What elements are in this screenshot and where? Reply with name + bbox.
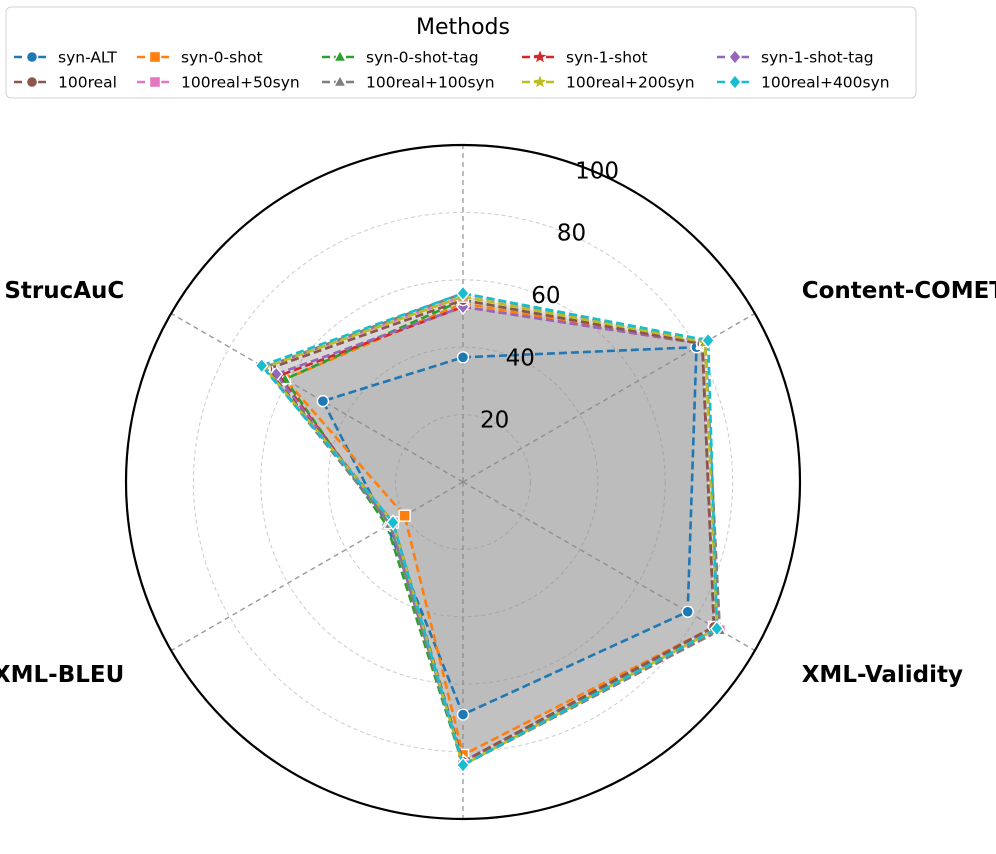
legend-label-100real-100syn: 100real+100syn: [366, 74, 495, 92]
tick-labels: 20 40 60 80 100: [480, 158, 619, 433]
legend-marker-syn-1-shot-tag: [728, 48, 742, 66]
legend-label-syn-alt: syn-ALT: [58, 49, 117, 67]
series-100real-400syn: [254, 285, 724, 774]
legend-marker-100real-200syn: [533, 75, 547, 88]
point-100real-400syn-content-comet: [701, 332, 716, 349]
legend-entry-100real-100syn: 100real+100syn: [322, 74, 495, 92]
point-100real-400syn-strucauc: [254, 357, 269, 374]
legend-label-syn-1-shot-tag: syn-1-shot-tag: [761, 49, 874, 67]
tick-label-40: 40: [506, 345, 535, 371]
legend-title: Methods: [416, 15, 510, 40]
axis-label-xml-bleu: XML-BLEU: [0, 662, 124, 688]
tick-label-20: 20: [480, 408, 509, 434]
area-100real-400syn: [261, 293, 717, 766]
legend-marker-syn-0-shot-tag: [332, 48, 348, 63]
legend-marker-100real-50syn: [148, 75, 162, 89]
area-syn-alt: [322, 347, 697, 715]
legend-entry-syn-1-shot: syn-1-shot: [522, 49, 648, 67]
legend-label-syn-0-shot: syn-0-shot: [181, 49, 263, 67]
legend-label-100real-200syn: 100real+200syn: [566, 74, 695, 92]
area-syn-1-shot-tag: [276, 306, 714, 762]
tick-label-80: 80: [557, 221, 586, 247]
legend-marker-syn-1-shot: [533, 50, 547, 63]
spoke-strucauc: [170, 312, 464, 483]
point-syn-alt-strucauc: [316, 394, 330, 408]
legend-entry-syn-1-shot-tag: syn-1-shot-tag: [717, 49, 874, 67]
area-syn-1-shot: [279, 306, 714, 762]
legend-entry-syn-alt: syn-ALT: [14, 49, 117, 67]
area-100real-100syn: [264, 293, 720, 766]
grid-ring-40: [327, 346, 599, 618]
point-syn-alt-xml-match: [456, 708, 470, 721]
area-syn-0-shot: [285, 303, 714, 755]
point-syn-alt-xml-validity: [681, 605, 694, 618]
legend-marker-100real: [25, 75, 39, 89]
legend-entry-100real-200syn: 100real+200syn: [522, 74, 695, 92]
legend-box: [5, 6, 917, 99]
point-syn-0-shot-xml-bleu: [398, 509, 411, 522]
legend-marker-100real-100syn: [332, 73, 348, 88]
legend-label-100real: 100real: [58, 74, 117, 92]
legend-marker-100real-400syn: [728, 73, 742, 91]
area-100real: [267, 300, 714, 762]
point-100real-400syn-xml-validity: [709, 620, 724, 637]
area-100real-50syn: [264, 296, 720, 766]
legend-marker-syn-alt: [25, 50, 39, 64]
legend-label-100real-50syn: 100real+50syn: [181, 74, 300, 92]
series-layer: [254, 285, 728, 774]
point-100real-400syn-xml-bleu: [385, 514, 400, 531]
spoke-xml-validity: [462, 481, 756, 652]
legend-entry-100real: 100real: [14, 74, 117, 92]
area-syn-0-shot-tag: [285, 300, 714, 766]
legend-marker-syn-0-shot: [148, 50, 162, 64]
point-100real-400syn-xml-match: [456, 756, 470, 774]
legend-entry-100real-50syn: 100real+50syn: [137, 74, 300, 92]
legend-entry-syn-0-shot: syn-0-shot: [137, 49, 263, 67]
area-layer: [261, 293, 720, 766]
legend-label-syn-1-shot: syn-1-shot: [566, 49, 648, 67]
outer-circle: [124, 143, 802, 821]
tick-label-100: 100: [575, 158, 619, 184]
spoke-xml-bleu: [170, 481, 464, 652]
axis-label-xml-validity: XML-Validity: [802, 662, 963, 688]
legend-entry-100real-400syn: 100real+400syn: [717, 74, 890, 92]
legend-label-syn-0-shot-tag: syn-0-shot-tag: [366, 49, 479, 67]
axis-label-strucauc: StrucAuC: [4, 278, 124, 304]
legend-entry-syn-0-shot-tag: syn-0-shot-tag: [322, 49, 479, 67]
legend-label-100real-400syn: 100real+400syn: [761, 74, 890, 92]
legend: Methods syn-ALT syn-0-shot syn-0-shot-tag s…: [5, 6, 917, 99]
tick-label-60: 60: [531, 283, 560, 309]
area-100real-200syn: [264, 296, 717, 766]
point-100real-400syn-content-bleu: [456, 285, 470, 302]
point-syn-alt-content-bleu: [456, 351, 470, 364]
axis-label-content-comet: Content-COMET: [802, 278, 996, 304]
